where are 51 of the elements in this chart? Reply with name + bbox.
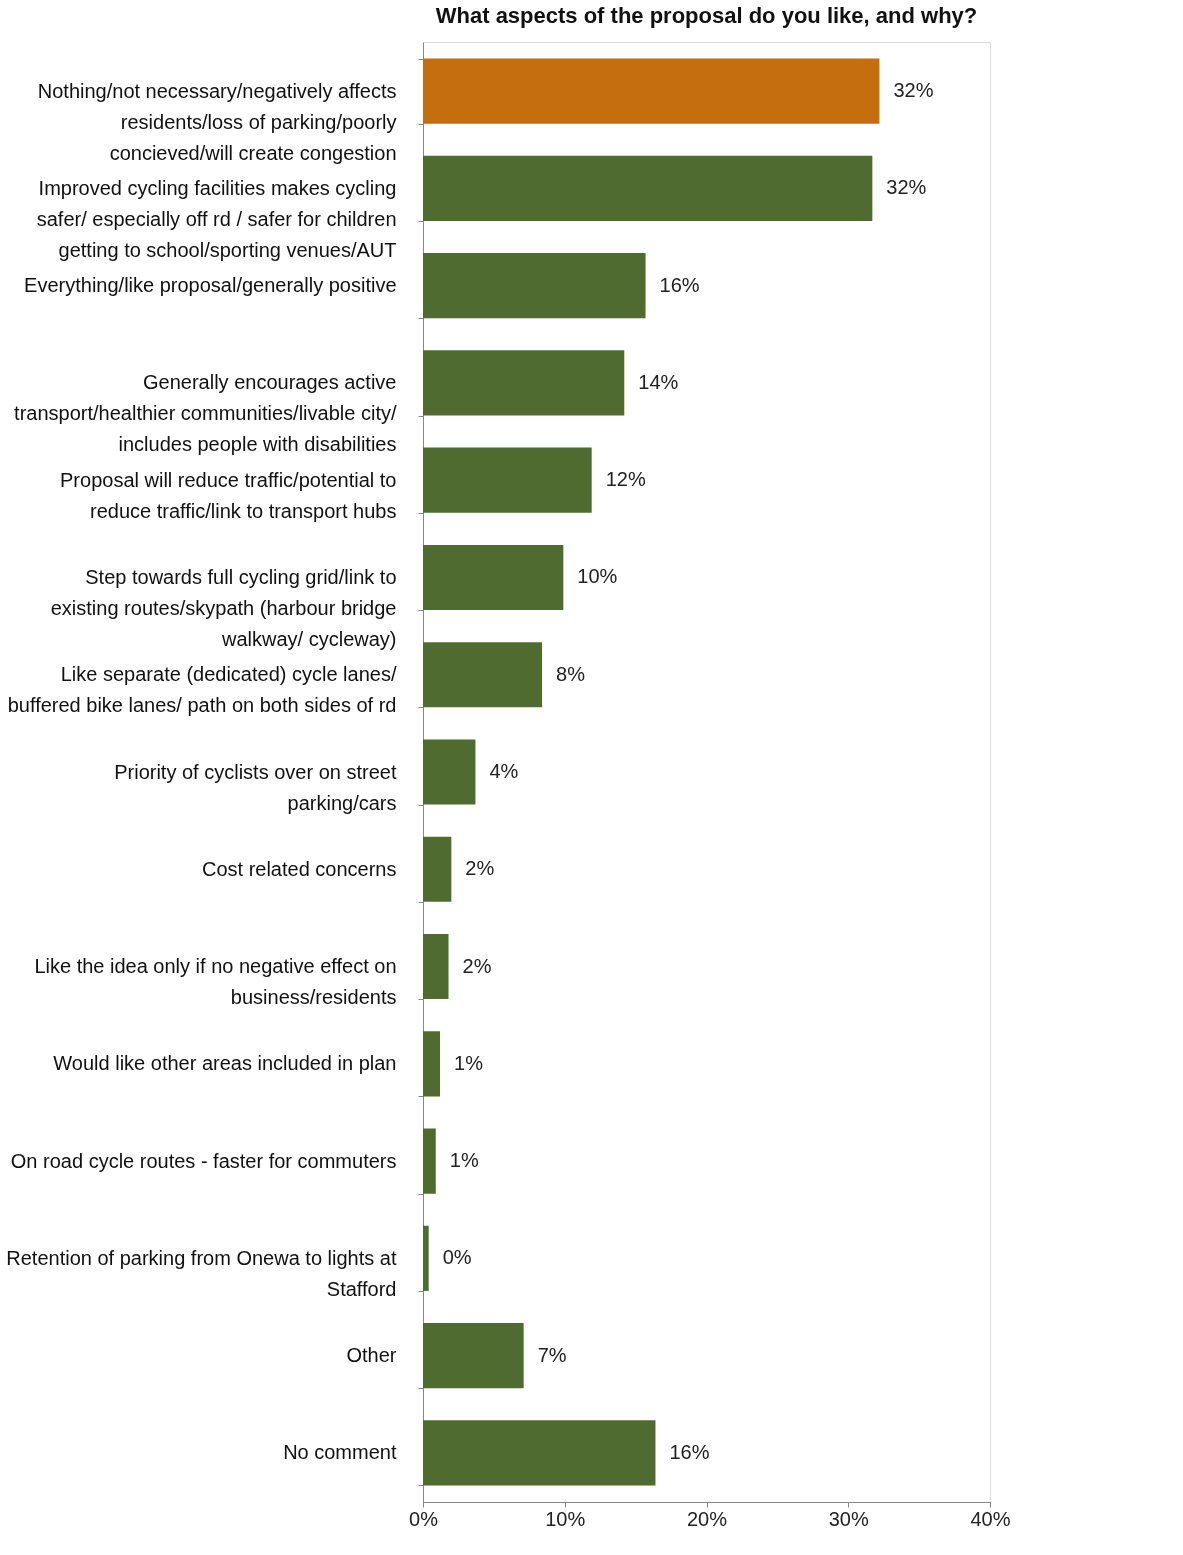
y-tick-label: Like separate (dedicated) cycle lanes/ buffered bike lanes/ path on both sides of rd xyxy=(7,663,397,717)
bar xyxy=(423,642,543,708)
data-label: 2% xyxy=(462,954,492,977)
data-label: 1% xyxy=(449,1149,479,1172)
bar xyxy=(423,1323,524,1389)
y-tick-label: Proposal will reduce traffic/potential to reduce traffic/link to transport hubs xyxy=(60,468,397,522)
data-label: 0% xyxy=(442,1246,472,1269)
data-label: 32% xyxy=(893,79,934,102)
y-tick-label: Other xyxy=(346,1344,397,1367)
data-label: 1% xyxy=(454,1051,484,1074)
y-tick-label: Generally encourages active transport/healthier communities/livable city/ includes people with disabilities xyxy=(14,371,397,456)
data-label: 2% xyxy=(465,857,495,880)
bar xyxy=(423,836,452,902)
bar xyxy=(423,253,646,319)
y-tick-label: Retention of parking from Onewa to lights at Stafford xyxy=(6,1246,397,1300)
data-label: 8% xyxy=(556,662,586,685)
x-tick-label: 40% xyxy=(970,1507,1011,1530)
bar xyxy=(423,1128,436,1194)
data-label: 7% xyxy=(537,1343,567,1366)
bar xyxy=(423,447,592,513)
bar xyxy=(423,1031,441,1097)
x-tick-label: 20% xyxy=(686,1507,728,1530)
y-tick-label: Priority of cyclists over on street parking/cars xyxy=(114,760,397,814)
data-label: 16% xyxy=(669,1440,710,1463)
bar xyxy=(423,544,564,611)
bar xyxy=(423,1420,656,1486)
bar xyxy=(423,58,880,124)
bar xyxy=(423,155,873,221)
x-tick-label: 30% xyxy=(828,1507,869,1530)
data-label: 10% xyxy=(577,565,618,588)
data-label: 16% xyxy=(659,273,700,296)
data-label: 12% xyxy=(605,468,646,491)
y-tick-label: Improved cycling facilities makes cycling safer/ especially off rd / safer for children getting to school/sporting venues/AUT xyxy=(36,176,397,261)
y-tick-label: Nothing/not necessary/negatively affects residents/loss of parking/poorly concieved/will create congestion xyxy=(37,79,397,164)
y-tick-label: Like the idea only if no negative effect on business/residents xyxy=(34,955,397,1009)
bar xyxy=(423,933,449,1000)
data-label: 14% xyxy=(638,370,679,393)
y-tick-label: Everything/like proposal/generally positive xyxy=(24,274,397,297)
y-tick-label: On road cycle routes - faster for commuters xyxy=(10,1149,397,1172)
y-tick-label: Step towards full cycling grid/link to existing routes/skypath (harbour bridge walkway/ cycleway) xyxy=(50,565,397,650)
x-tick-label: 0% xyxy=(409,1507,439,1530)
x-tick-label: 10% xyxy=(545,1507,586,1530)
bar xyxy=(423,739,476,805)
bar xyxy=(423,350,625,416)
y-tick-label: Cost related concerns xyxy=(201,857,397,880)
y-tick-label: No comment xyxy=(283,1441,397,1464)
data-label: 4% xyxy=(489,760,519,782)
data-label: 32% xyxy=(886,176,927,199)
y-tick-label: Would like other areas included in plan xyxy=(53,1052,397,1075)
chart-title: What aspects of the proposal do you like, and why? xyxy=(435,3,978,28)
bar xyxy=(423,1225,429,1291)
